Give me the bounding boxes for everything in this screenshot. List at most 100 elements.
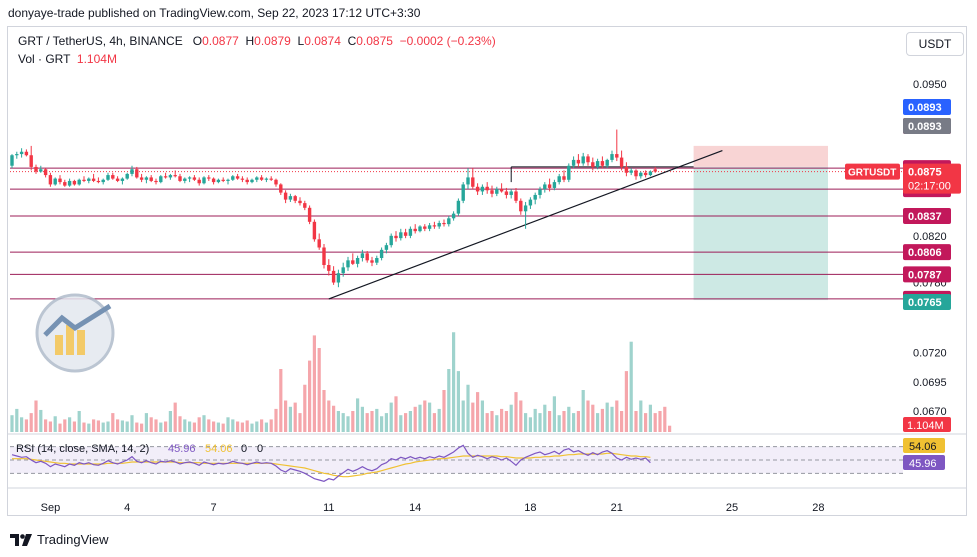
- volume-bar: [192, 422, 196, 432]
- candle-body: [130, 169, 134, 174]
- rsi-legend-label: RSI (14, close, SMA, 14, 2): [16, 443, 149, 455]
- candle-body: [346, 260, 350, 268]
- volume-bar: [485, 413, 489, 432]
- volume-bar: [476, 392, 480, 432]
- candle-body: [19, 151, 24, 155]
- candle-body: [183, 178, 187, 181]
- candle-body: [394, 235, 398, 239]
- volume-bar: [648, 404, 652, 432]
- volume-bar: [423, 400, 427, 432]
- volume-bar: [130, 415, 134, 432]
- footer-brand-label: TradingView: [37, 532, 109, 547]
- candle-body: [643, 172, 648, 176]
- candle-body: [135, 169, 139, 178]
- candle-body: [581, 156, 585, 164]
- volume-bar: [216, 422, 220, 432]
- candle-body: [235, 176, 240, 179]
- candle-body: [499, 189, 504, 192]
- candle-body: [379, 249, 384, 259]
- volume-bar: [106, 421, 110, 432]
- candle-body: [408, 228, 413, 236]
- price-tick-label: 0.0695: [913, 377, 947, 389]
- volume-bar: [428, 402, 432, 432]
- current-price-tag-bg: [903, 163, 961, 194]
- candle-body: [562, 176, 566, 180]
- volume-bar: [24, 419, 28, 432]
- volume-bar: [365, 413, 369, 432]
- candle-body: [91, 178, 96, 181]
- volume-legend-label: Vol · GRT: [18, 52, 71, 66]
- candle-body: [207, 177, 211, 179]
- volume-bar: [624, 371, 628, 432]
- footer-brand[interactable]: TradingView: [10, 532, 109, 547]
- candle-body: [39, 169, 43, 172]
- time-tick-label: 21: [611, 502, 623, 514]
- level-price-label-bg: [903, 244, 951, 261]
- volume-bar: [615, 400, 619, 432]
- volume-bar: [53, 416, 57, 432]
- candle-body: [480, 186, 485, 192]
- volume-bar: [504, 411, 508, 432]
- volume-bar: [116, 419, 120, 432]
- volume-bar: [298, 413, 302, 432]
- volume-bar: [140, 423, 144, 432]
- volume-bar: [168, 411, 172, 432]
- volume-bar: [528, 417, 532, 432]
- chart-legend: GRT / TetherUS, 4h, BINANCE O0.0877 H0.0…: [18, 34, 496, 48]
- volume-bar: [629, 341, 633, 432]
- volume-bar: [384, 413, 388, 432]
- volume-bar: [293, 402, 297, 432]
- candle-body: [619, 157, 624, 167]
- volume-bar: [82, 422, 86, 432]
- time-tick-label: 7: [211, 502, 217, 514]
- candle-body: [327, 265, 331, 271]
- candle-body: [178, 176, 182, 181]
- volume-bar: [10, 415, 14, 432]
- volume-bar: [466, 384, 470, 432]
- volume-bar: [495, 415, 499, 432]
- currency-button[interactable]: USDT: [906, 32, 964, 56]
- volume-bar: [154, 419, 158, 432]
- candle-body: [48, 175, 53, 185]
- candle-body: [615, 154, 619, 158]
- rsi-tag: 45.96: [909, 458, 937, 470]
- volume-bar: [188, 421, 192, 432]
- legend-low-label: L: [297, 34, 305, 48]
- volume-bar: [159, 422, 163, 432]
- candle-body: [552, 182, 557, 188]
- volume-bar: [336, 411, 340, 432]
- volume-bar: [600, 408, 604, 432]
- volume-bar: [92, 419, 96, 432]
- watermark-bar: [77, 330, 85, 355]
- candle-body: [187, 177, 192, 179]
- candle-body: [226, 179, 230, 181]
- candle-body: [111, 175, 115, 179]
- volume-bar: [586, 400, 590, 432]
- volume-bar: [461, 400, 465, 432]
- volume-bar: [490, 411, 494, 432]
- volume-legend: Vol · GRT 1.104M: [18, 52, 117, 66]
- candle-body: [264, 178, 269, 180]
- volume-axis-tag: 1.104M: [907, 420, 944, 432]
- volume-bar: [245, 420, 249, 432]
- candle-body: [312, 221, 317, 240]
- volume-bar: [500, 408, 504, 432]
- candle-body: [240, 178, 245, 180]
- stop-loss-zone: [693, 145, 828, 167]
- level-price-label: 0.0806: [908, 247, 942, 259]
- price-tick-label: 0.0720: [913, 348, 947, 360]
- volume-bar: [226, 417, 230, 432]
- volume-bar: [279, 369, 283, 432]
- volume-bar: [418, 404, 422, 432]
- candle-body: [490, 190, 494, 194]
- rsi-line: [11, 444, 651, 482]
- take-profit-zone: [693, 166, 828, 301]
- candle-body: [547, 184, 552, 188]
- candle-body: [514, 191, 518, 201]
- volume-bar: [557, 415, 561, 432]
- volume-bar: [572, 413, 576, 432]
- candle-body: [605, 159, 609, 166]
- level-price-label-bg: [903, 207, 951, 224]
- volume-bar: [322, 390, 326, 432]
